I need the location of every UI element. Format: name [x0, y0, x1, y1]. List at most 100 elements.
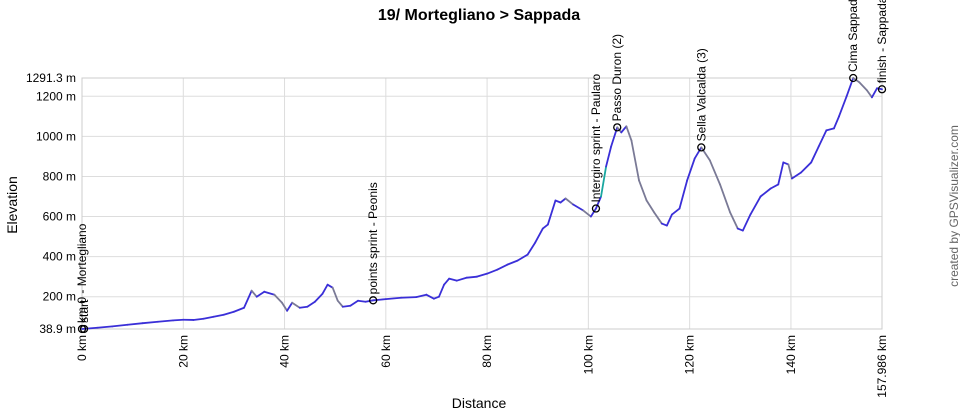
elevation-segment	[202, 315, 215, 320]
y-tick-label: 1291.3 m	[26, 71, 76, 85]
elevation-segment	[638, 179, 648, 202]
elevation-segment	[281, 301, 288, 312]
chart-title: 19/ Mortegliano > Sappada	[378, 7, 580, 24]
elevation-segment	[443, 277, 451, 286]
elevation-segment	[787, 163, 793, 180]
elevation-segment	[126, 322, 144, 326]
elevation-segment	[572, 203, 585, 212]
elevation-segment	[564, 197, 575, 206]
elevation-segment	[876, 87, 883, 91]
elevation-segment	[506, 259, 519, 266]
elevation-segment	[800, 161, 813, 174]
elevation-segment	[653, 211, 663, 225]
waypoint-marker	[79, 324, 89, 334]
y-tick-label: 1200 m	[36, 89, 76, 103]
elevation-segment	[465, 275, 478, 279]
y-tick-label: 400 m	[43, 250, 76, 264]
elevation-segment	[729, 211, 739, 230]
plot-border	[81, 77, 883, 330]
elevation-segment	[782, 161, 790, 166]
elevation-segment	[769, 183, 780, 190]
elevation-segment	[777, 161, 785, 186]
elevation-segment	[700, 146, 711, 162]
waypoint-marker	[849, 73, 858, 83]
elevation-segment	[357, 299, 367, 303]
elevation-segment	[250, 289, 258, 298]
y-tick-label: 200 m	[43, 290, 76, 304]
elevation-segment	[625, 125, 633, 142]
x-tick-label: 20 km	[176, 335, 190, 368]
x-tick-label: 60 km	[379, 335, 393, 368]
waypoint-label: start	[77, 299, 91, 323]
elevation-segment	[222, 310, 235, 316]
waypoint-label: finish - Sappada	[875, 0, 889, 83]
elevation-segment	[546, 199, 557, 226]
plot-frame	[81, 77, 883, 330]
elevation-segment	[157, 319, 175, 323]
elevation-segment	[582, 209, 592, 218]
elevation-segment	[273, 293, 283, 304]
elevation-segment	[871, 87, 878, 99]
elevation-segment	[620, 125, 628, 134]
elevation-segment	[590, 207, 597, 218]
y-tick-labels: 38.9 m 200 m 400 m 600 m 800 m 1000 m 1200 m 12…	[26, 71, 76, 336]
elevation-segment	[759, 187, 772, 198]
elevation-segment	[433, 295, 440, 300]
y-tick-label: 800 m	[43, 169, 76, 183]
elevation-segment	[554, 199, 562, 204]
x-axis-label: Distance	[452, 395, 507, 410]
x-tick-label: 80 km	[480, 335, 494, 368]
waypoint-label: points sprint - Peonis	[366, 182, 380, 294]
elevation-segment	[496, 263, 509, 271]
elevation-segment	[665, 213, 673, 227]
elevation-segment	[541, 223, 549, 230]
elevation-segment	[749, 195, 762, 216]
elevation-segment	[825, 127, 835, 132]
elevation-segment	[141, 320, 159, 325]
elevation-segment	[741, 213, 752, 232]
elevation-segment	[349, 299, 359, 307]
elevation-segment	[172, 318, 185, 322]
x-tick-label: 157.986 km	[875, 335, 889, 398]
elevation-segment	[326, 283, 334, 289]
elevation-segment	[645, 199, 656, 214]
elevation-segment	[630, 139, 640, 182]
elevation-segment	[534, 227, 544, 244]
elevation-segment	[331, 286, 339, 302]
x-tick-label: 120 km	[683, 335, 697, 374]
elevation-segment	[476, 272, 488, 278]
elevation-segment	[686, 157, 696, 182]
x-tick-labels: 0 km 20 km 40 km 60 km 80 km 100 km 120 km 140 …	[75, 335, 889, 398]
waypoint-label: Passo Duron (2)	[610, 34, 624, 121]
x-tick-label: 0 km	[75, 335, 89, 361]
elevation-segment	[516, 253, 529, 262]
elevation-series	[81, 77, 883, 330]
waypoint-label: km 0 - Mortegliano	[75, 223, 89, 323]
elevation-segment	[605, 145, 613, 168]
elevation-segment	[736, 227, 744, 232]
y-tick-label: 38.9 m	[39, 322, 76, 336]
x-tick-label: 140 km	[784, 335, 798, 374]
x-tick-label: 40 km	[278, 335, 292, 368]
elevation-segment	[321, 283, 329, 295]
elevation-segment	[336, 299, 344, 308]
elevation-segment	[455, 276, 468, 282]
waypoint-marker	[613, 123, 622, 132]
elevation-segment	[298, 305, 309, 309]
credit-text: created by GPSVisualizer.com	[947, 125, 960, 287]
elevation-segment	[233, 306, 245, 313]
waypoint-label: Cima Sappada	[846, 0, 860, 72]
elevation-segment	[243, 289, 253, 309]
elevation-segment	[286, 301, 294, 312]
elevation-segment	[526, 241, 537, 256]
elevation-segment	[559, 197, 567, 204]
elevation-segment	[263, 290, 276, 296]
waypoint-label: Sella Valcalda (3)	[694, 48, 708, 141]
elevation-segment	[719, 183, 732, 214]
waypoint-marker	[591, 204, 601, 213]
elevation-segment	[693, 146, 703, 160]
elevation-segment	[838, 95, 848, 118]
x-tick-label: 100 km	[581, 335, 595, 374]
elevation-segment	[96, 325, 114, 329]
